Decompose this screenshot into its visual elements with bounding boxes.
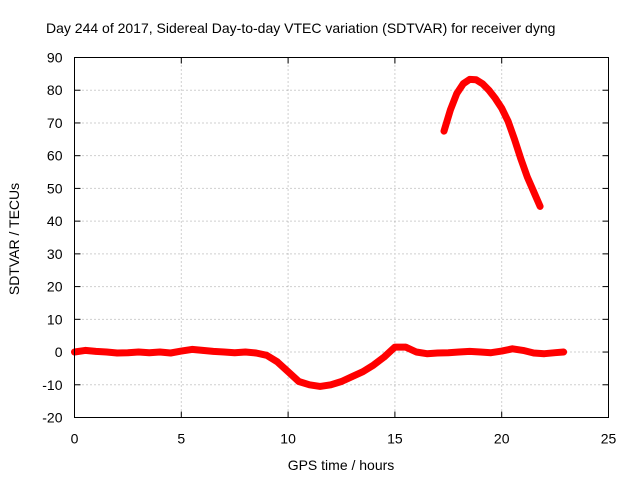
x-tick-label: 5 <box>177 431 185 447</box>
y-tick-label: -10 <box>42 377 62 393</box>
data-point <box>477 348 484 356</box>
data-point <box>220 348 228 356</box>
data-point <box>167 349 174 357</box>
y-tick-label: 90 <box>47 50 63 66</box>
chart-title: Day 244 of 2017, Sidereal Day-to-day VTE… <box>46 20 555 36</box>
data-point <box>536 203 544 210</box>
x-tick-label: 25 <box>601 431 617 447</box>
data-point <box>210 348 217 355</box>
data-point <box>487 349 495 356</box>
series-line-1 <box>440 75 544 210</box>
data-point <box>440 127 448 135</box>
data-point <box>284 368 292 375</box>
data-point <box>231 349 238 356</box>
data-point <box>242 348 249 356</box>
data-point <box>381 353 388 361</box>
axis-ticks: 0 5 10 15 20 25 -20 -10 0 10 20 30 40 50 60 70 80 90 <box>42 50 616 447</box>
data-point <box>498 105 505 112</box>
data-point <box>472 76 480 83</box>
data-point <box>498 347 505 355</box>
data-point <box>509 345 516 352</box>
data-point <box>391 343 399 351</box>
data-point <box>551 349 559 356</box>
data-point <box>466 348 473 355</box>
data-point <box>541 350 548 357</box>
y-axis-label: SDTVAR / TECUs <box>6 183 22 295</box>
data-point <box>124 349 132 356</box>
data-point <box>511 136 518 143</box>
data-point <box>295 378 302 385</box>
data-point <box>327 381 335 388</box>
data-point <box>306 381 313 388</box>
data-point <box>263 352 270 359</box>
data-point <box>252 349 260 357</box>
data-point <box>519 347 527 354</box>
x-tick-label: 20 <box>494 431 510 447</box>
data-point <box>370 361 377 369</box>
y-tick-label: 20 <box>47 279 63 295</box>
data-point <box>492 95 499 102</box>
data-point <box>188 346 196 353</box>
data-point <box>338 378 345 385</box>
x-tick-label: 15 <box>387 431 403 447</box>
data-point <box>460 80 467 87</box>
data-point <box>453 90 461 97</box>
x-tick-label: 0 <box>71 431 79 447</box>
data-point <box>359 368 367 375</box>
data-point <box>402 343 409 351</box>
data-point <box>504 118 512 125</box>
y-tick-label: -20 <box>42 410 62 426</box>
data-point <box>92 348 100 355</box>
data-point <box>485 87 493 94</box>
data-point <box>413 348 420 356</box>
x-tick-label: 10 <box>280 431 296 447</box>
data-point <box>103 348 110 356</box>
data-point <box>445 349 452 356</box>
data-point <box>524 173 531 181</box>
data-point <box>530 349 537 357</box>
data-point <box>135 348 142 356</box>
grid <box>74 57 609 418</box>
y-tick-label: 0 <box>55 344 63 360</box>
y-tick-label: 70 <box>47 115 63 131</box>
data-point <box>199 347 206 354</box>
y-tick-label: 60 <box>47 148 63 164</box>
data-point <box>274 358 281 366</box>
data-point <box>560 348 567 356</box>
data-point <box>455 348 463 356</box>
data-point <box>447 106 454 114</box>
y-tick-label: 40 <box>47 213 63 229</box>
data-point <box>466 76 473 83</box>
data-point <box>434 349 441 357</box>
x-axis-label: GPS time / hours <box>288 457 395 473</box>
y-tick-label: 30 <box>47 246 63 262</box>
data-point <box>178 347 185 355</box>
data-point <box>479 80 486 87</box>
data-point <box>348 373 356 380</box>
data-point <box>423 350 431 357</box>
data-point <box>316 383 324 390</box>
plot-area <box>71 75 568 390</box>
data-point <box>114 349 121 357</box>
y-tick-label: 80 <box>47 82 63 98</box>
data-point <box>156 348 164 356</box>
data-point <box>146 349 153 356</box>
plot-frame <box>74 57 609 418</box>
y-tick-label: 10 <box>47 311 63 327</box>
y-tick-label: 50 <box>47 180 63 196</box>
data-point <box>530 188 537 195</box>
data-point <box>517 155 525 163</box>
data-point <box>81 347 89 354</box>
